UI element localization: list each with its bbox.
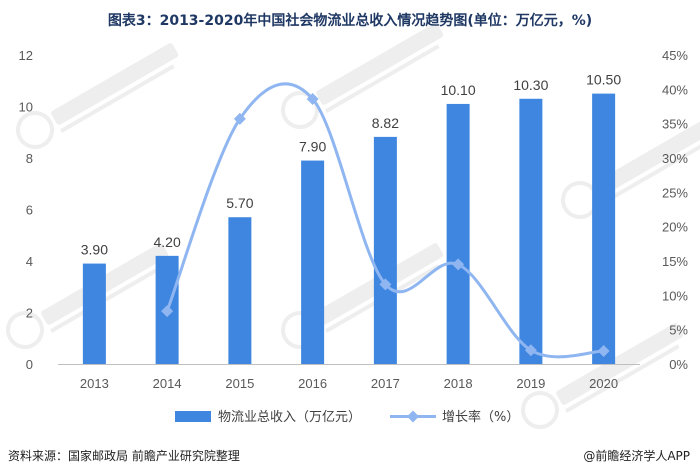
growth-rate-point bbox=[597, 344, 610, 357]
x-axis-ticks: 2013 2014 2015 2016 2017 2018 2019 2020 bbox=[80, 376, 618, 391]
x-tick-label: 2014 bbox=[153, 376, 182, 391]
x-tick-label: 2013 bbox=[80, 376, 109, 391]
bar-2013 bbox=[82, 263, 106, 364]
bar-2018 bbox=[446, 103, 470, 365]
bar-2020 bbox=[592, 93, 616, 364]
legend-line-label: 增长率（%） bbox=[442, 409, 519, 425]
y-left-tick-label: 12 bbox=[19, 48, 33, 63]
source-note: 资料来源：国家邮政局 前瞻产业研究院整理 bbox=[8, 449, 240, 463]
x-tick-label: 2017 bbox=[371, 376, 400, 391]
bar-series bbox=[82, 93, 616, 365]
bar-value-label: 4.20 bbox=[154, 234, 181, 250]
y-left-tick-label: 6 bbox=[26, 203, 33, 218]
y-right-tick-label: 35% bbox=[662, 117, 688, 132]
watermark-logo bbox=[16, 43, 179, 149]
x-tick-label: 2019 bbox=[516, 376, 545, 391]
growth-rate-point bbox=[452, 258, 465, 271]
growth-rate-point bbox=[524, 344, 537, 357]
x-tick-label: 2015 bbox=[225, 376, 254, 391]
x-tick-label: 2018 bbox=[444, 376, 473, 391]
y-right-tick-label: 10% bbox=[662, 288, 688, 303]
bar-value-label: 10.50 bbox=[586, 72, 621, 88]
combo-chart: 0 2 4 6 8 10 12 0% 5% 10% 15% 20% 25% 30% 35% 40% 45% 3… bbox=[6, 23, 700, 429]
watermark-logo bbox=[281, 23, 444, 129]
y-right-tick-label: 45% bbox=[662, 48, 688, 63]
bar-value-label: 5.70 bbox=[226, 195, 253, 211]
y-left-tick-label: 2 bbox=[26, 306, 33, 321]
legend-bar-swatch bbox=[175, 411, 211, 422]
legend-bar-label: 物流业总收入（万亿元） bbox=[218, 410, 361, 425]
bar-2016 bbox=[301, 160, 325, 364]
y-left-tick-label: 10 bbox=[19, 100, 33, 115]
line-series bbox=[161, 82, 610, 359]
y-right-tick-label: 0% bbox=[669, 357, 688, 372]
bar-value-label: 8.82 bbox=[372, 115, 399, 131]
brand-credit: @前瞻经济学人APP bbox=[583, 449, 690, 463]
growth-rate-line bbox=[165, 82, 604, 359]
growth-rate-point bbox=[379, 278, 392, 291]
legend-line-marker bbox=[407, 410, 419, 423]
y-right-tick-label: 25% bbox=[662, 185, 688, 200]
y-axis-left: 0 2 4 6 8 10 12 bbox=[19, 48, 33, 372]
bar-value-label: 10.10 bbox=[441, 82, 476, 98]
chart-title: 图表3：2013-2020年中国社会物流业总收入情况趋势图(单位：万亿元，%) bbox=[107, 13, 593, 29]
y-right-tick-label: 15% bbox=[662, 254, 688, 269]
y-right-tick-label: 40% bbox=[662, 82, 688, 97]
x-tick-label: 2016 bbox=[298, 376, 327, 391]
y-left-tick-label: 0 bbox=[26, 357, 33, 372]
bar-value-label: 3.90 bbox=[81, 242, 108, 258]
y-left-tick-label: 4 bbox=[26, 254, 33, 269]
growth-rate-point bbox=[233, 112, 246, 125]
y-axis-right: 0% 5% 10% 15% 20% 25% 30% 35% 40% 45% bbox=[662, 48, 688, 372]
bar-2017 bbox=[373, 136, 397, 364]
y-right-tick-label: 5% bbox=[669, 323, 688, 338]
y-right-tick-label: 20% bbox=[662, 220, 688, 235]
growth-rate-point bbox=[306, 92, 319, 105]
y-right-tick-label: 30% bbox=[662, 151, 688, 166]
growth-rate-point bbox=[161, 305, 174, 318]
legend: 物流业总收入（万亿元） 增长率（%） bbox=[175, 409, 519, 425]
bar-2015 bbox=[228, 217, 252, 364]
x-tick-label: 2020 bbox=[589, 376, 618, 391]
bar-value-labels: 3.90 4.20 5.70 7.90 8.82 10.10 10.30 10.50 bbox=[81, 72, 622, 258]
bar-2019 bbox=[519, 98, 543, 365]
y-left-tick-label: 8 bbox=[26, 151, 33, 166]
bar-value-label: 10.30 bbox=[513, 77, 548, 93]
bar-value-label: 7.90 bbox=[299, 139, 326, 155]
